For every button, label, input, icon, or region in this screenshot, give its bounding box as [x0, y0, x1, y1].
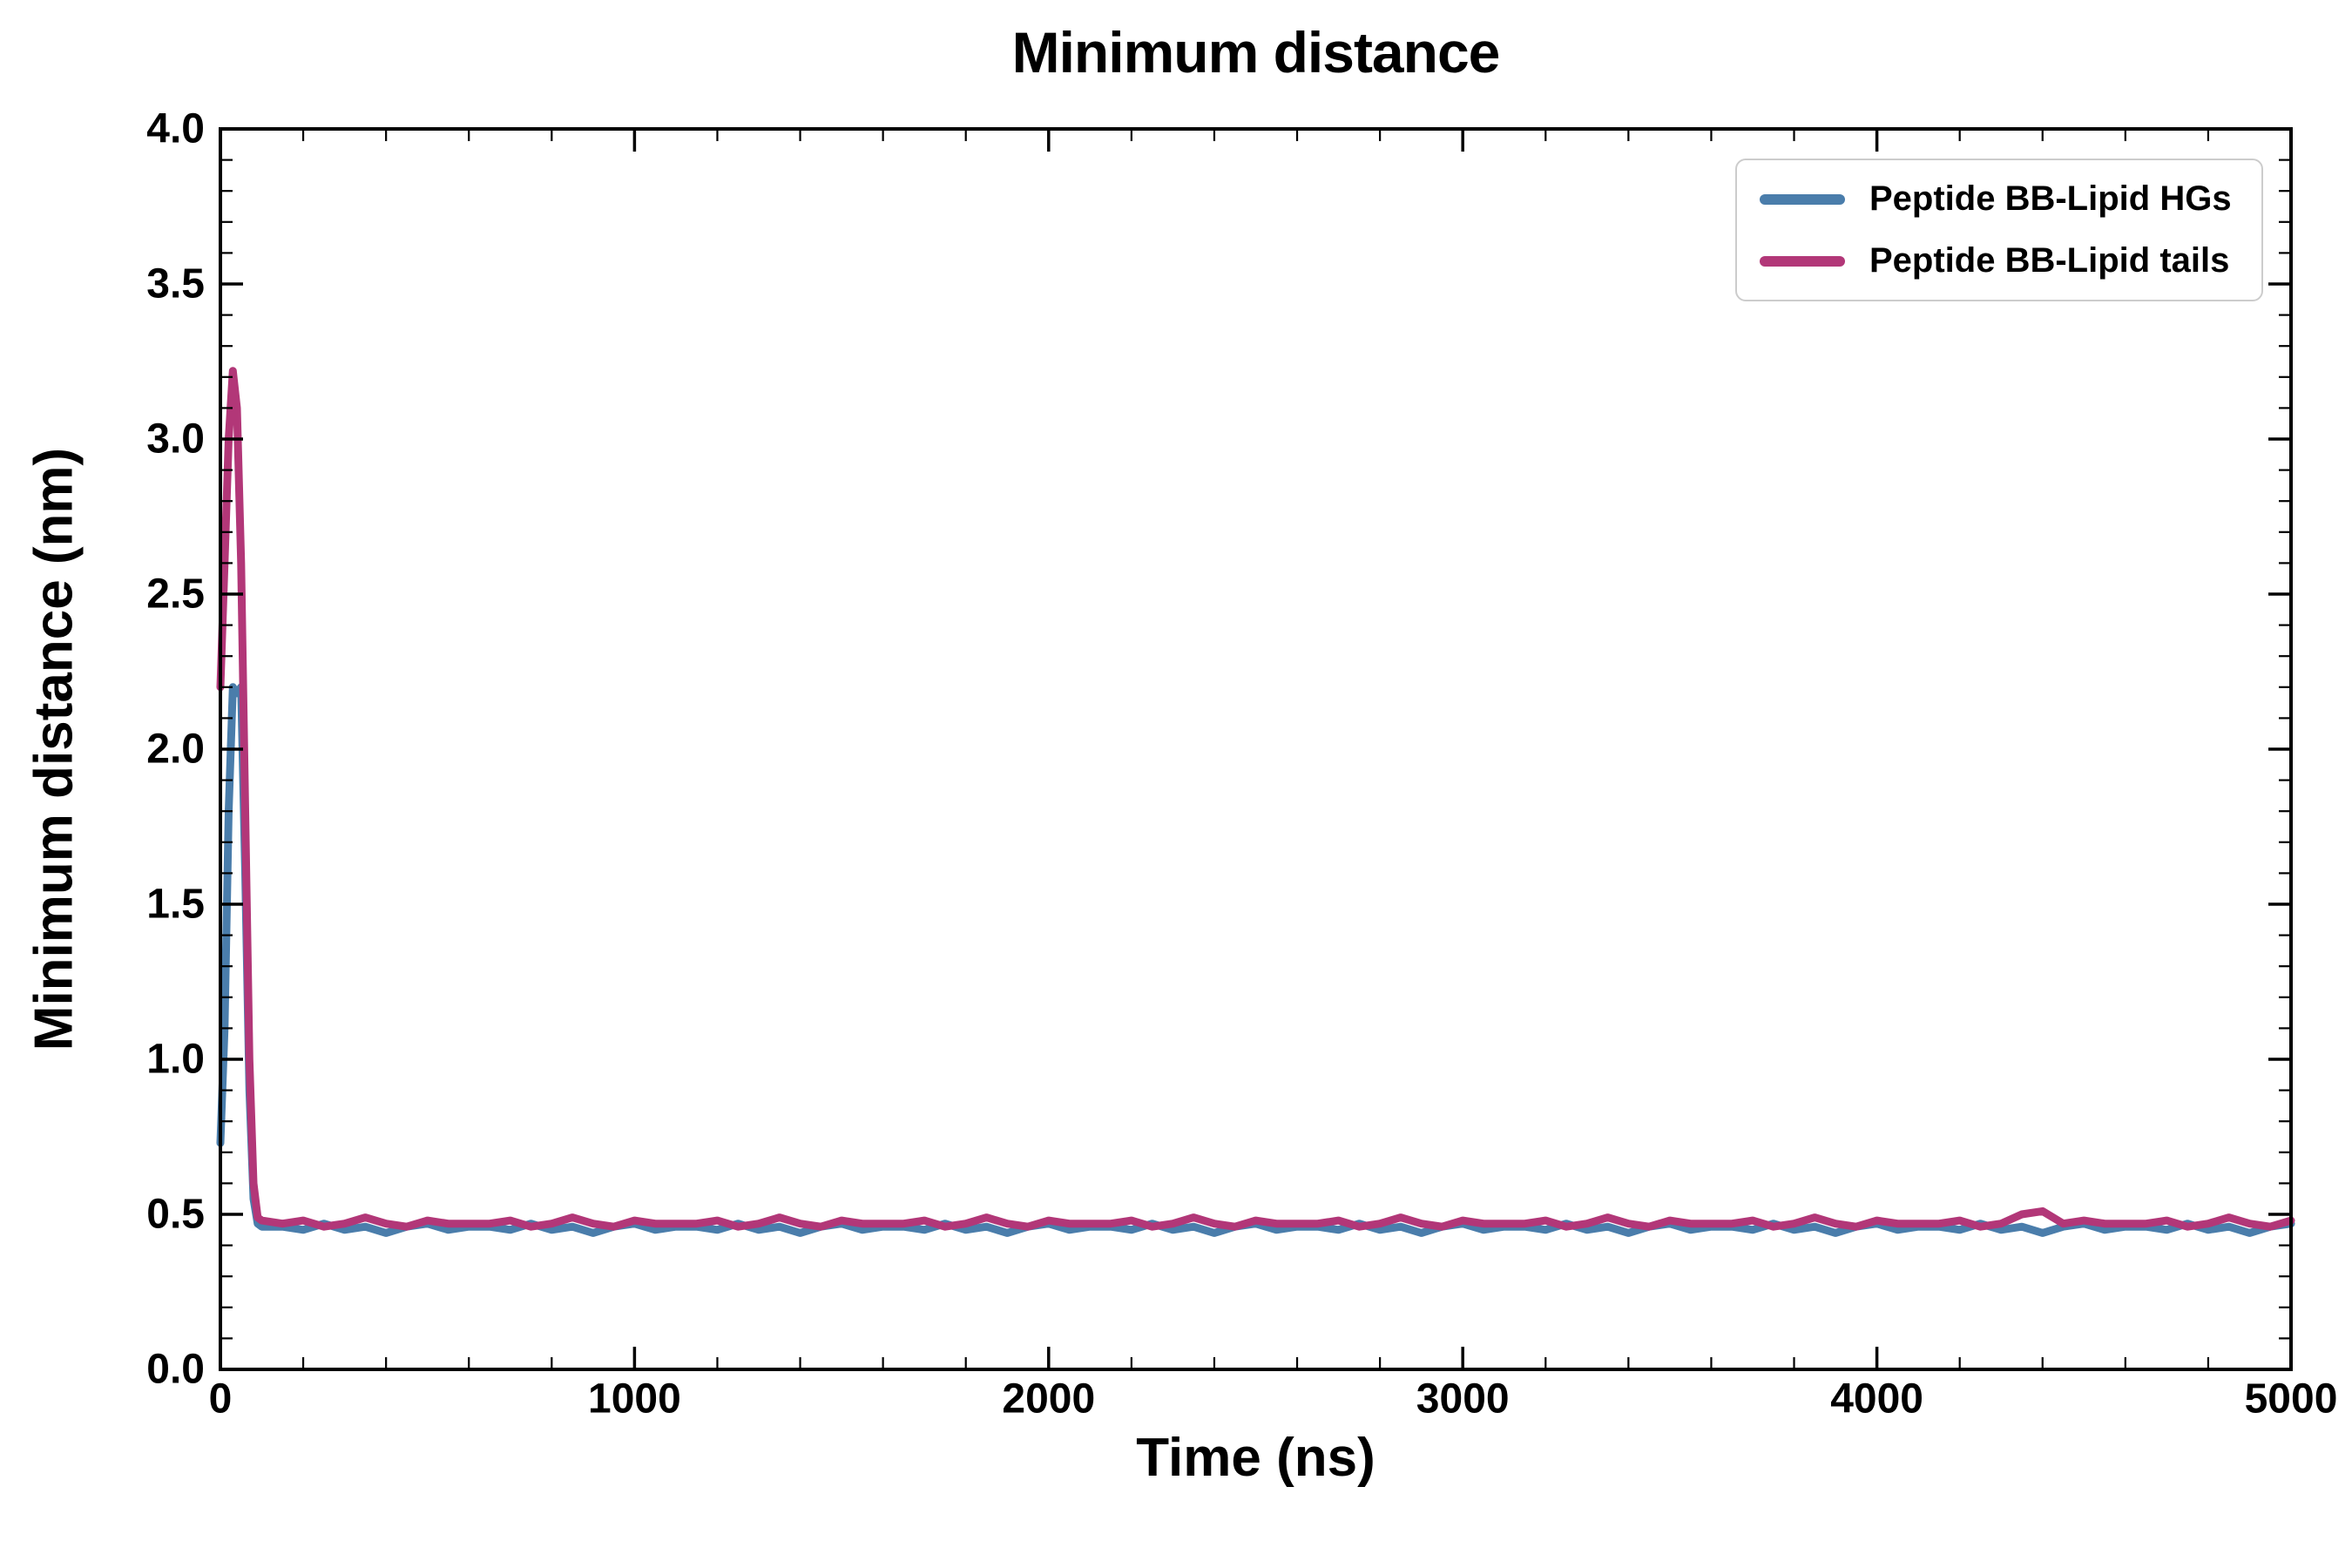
legend-item: Peptide BB-Lipid tails [1760, 241, 2232, 280]
legend-label: Peptide BB-Lipid tails [1869, 241, 2230, 280]
series-lines [216, 367, 2295, 1237]
legend-label: Peptide BB-Lipid HGs [1869, 179, 2232, 218]
legend-swatch [1760, 193, 1845, 205]
series-line-peptide-bb-lipid-tails [216, 367, 2295, 1231]
axes-spines [219, 127, 2293, 1371]
x-tick-label: 5000 [2245, 1376, 2338, 1423]
y-tick-label: 1.5 [146, 882, 205, 928]
legend-item: Peptide BB-Lipid HGs [1760, 179, 2232, 219]
ticks [219, 127, 2293, 1371]
y-tick-label: 2.5 [146, 571, 205, 618]
y-tick-label: 3.0 [146, 416, 205, 463]
y-tick-label: 0.0 [146, 1347, 205, 1393]
series-line-peptide-bb-lipid-hgs [216, 683, 2295, 1237]
x-tick-label: 4000 [1830, 1376, 1923, 1423]
y-tick-label: 3.5 [146, 261, 205, 308]
y-tick-label: 0.5 [146, 1192, 205, 1238]
y-tick-label: 4.0 [146, 106, 205, 152]
y-tick-label: 1.0 [146, 1037, 205, 1083]
x-tick-label: 3000 [1416, 1376, 1510, 1423]
x-axis-label: Time (ns) [1136, 1428, 1375, 1488]
y-tick-label: 2.0 [146, 727, 205, 773]
legend: Peptide BB-Lipid HGs Peptide BB-Lipid tai… [1735, 159, 2263, 301]
x-tick-label: 0 [209, 1376, 233, 1423]
legend-swatch [1760, 255, 1845, 267]
x-tick-label: 1000 [588, 1376, 681, 1423]
x-tick-label: 2000 [1002, 1376, 1095, 1423]
chart-title: Minimum distance [1011, 20, 1501, 84]
